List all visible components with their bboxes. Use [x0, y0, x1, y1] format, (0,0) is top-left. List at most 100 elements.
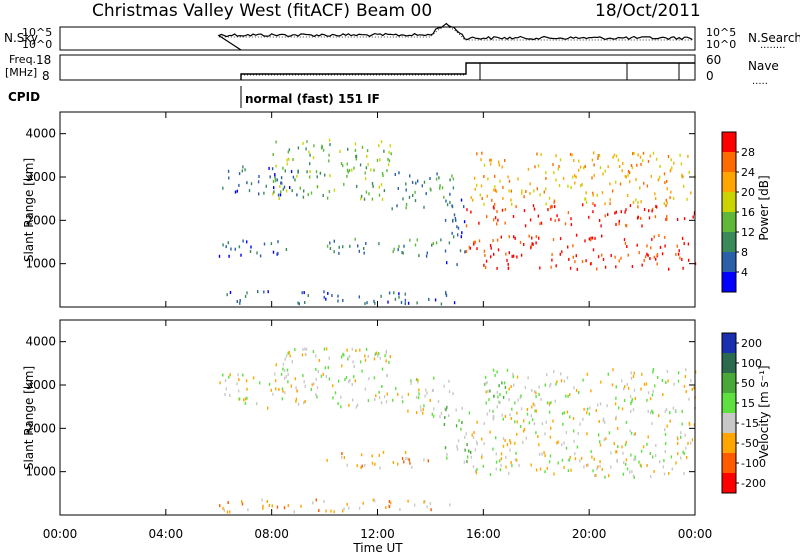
range-cell: [399, 508, 401, 511]
range-cell: [655, 157, 658, 161]
range-cell: [633, 151, 635, 155]
range-cell: [398, 295, 400, 299]
range-cell: [484, 253, 486, 257]
range-cell: [295, 397, 298, 401]
range-cell: [653, 255, 655, 259]
range-cell: [685, 390, 687, 394]
range-cell: [634, 457, 637, 461]
range-cell: [567, 469, 570, 473]
range-cell: [353, 365, 355, 368]
range-cell: [453, 301, 456, 305]
range-cell: [263, 242, 266, 246]
range-cell: [509, 441, 512, 445]
range-cell: [505, 252, 507, 256]
range-cell: [599, 166, 602, 170]
range-cell: [275, 164, 277, 168]
range-cell: [342, 352, 344, 356]
range-cell: [647, 159, 650, 163]
range-cell: [241, 500, 243, 504]
range-cell: [388, 150, 390, 154]
range-cell: [246, 240, 248, 244]
range-cell: [561, 458, 564, 462]
range-cell: [659, 245, 662, 249]
range-cell: [444, 416, 446, 419]
range-cell: [366, 301, 368, 305]
range-cell: [519, 396, 521, 400]
range-cell: [463, 220, 466, 224]
range-cell: [387, 157, 389, 161]
range-cell: [310, 191, 313, 195]
range-cell: [405, 206, 407, 210]
range-cell: [654, 215, 657, 219]
range-cell: [273, 186, 275, 190]
range-cell: [277, 252, 279, 255]
range-cell: [287, 351, 289, 355]
range-cell: [273, 190, 275, 194]
range-cell: [521, 189, 523, 193]
range-cell: [546, 373, 548, 377]
range-cell: [538, 443, 540, 447]
range-cell: [489, 244, 492, 247]
range-cell: [276, 505, 279, 509]
range-cell: [267, 290, 269, 294]
range-cell: [301, 291, 303, 295]
range-cell: [285, 354, 288, 358]
range-cell: [670, 190, 672, 194]
range-cell: [687, 441, 689, 445]
range-cell: [347, 357, 349, 361]
range-cell: [484, 266, 487, 269]
range-cell: [604, 475, 606, 479]
range-cell: [508, 251, 510, 255]
range-cell: [435, 177, 438, 181]
range-cell: [580, 456, 583, 460]
range-cell: [533, 403, 536, 407]
sky-ytick-right-bottom: 10^0: [706, 38, 736, 51]
range-cell: [530, 414, 532, 418]
ytick-label: 2000: [25, 213, 56, 227]
range-cell: [306, 170, 308, 174]
range-cell: [248, 189, 251, 193]
ytick-label: 3000: [25, 170, 56, 184]
range-cell: [533, 189, 535, 193]
range-cell: [474, 187, 476, 191]
range-cell: [373, 299, 375, 303]
range-cell: [372, 498, 375, 502]
range-cell: [642, 159, 644, 163]
range-cell: [515, 451, 517, 455]
range-cell: [643, 259, 645, 262]
range-cell: [675, 461, 677, 465]
range-cell: [527, 376, 529, 380]
range-cell: [418, 254, 420, 258]
range-cell: [445, 293, 448, 297]
range-cell: [394, 173, 396, 176]
range-cell: [466, 443, 468, 447]
range-cell: [225, 245, 227, 249]
colorbar-segment: [722, 373, 736, 393]
range-cell: [375, 352, 377, 356]
range-cell: [624, 241, 627, 245]
colorbar-tick-label: 200: [741, 337, 762, 350]
range-cell: [333, 188, 336, 192]
range-cell: [257, 290, 259, 294]
range-cell: [567, 394, 569, 398]
range-cell: [581, 260, 584, 264]
range-cell: [439, 186, 441, 190]
range-cell: [470, 455, 473, 459]
range-cell: [226, 510, 229, 514]
range-cell: [674, 409, 677, 412]
range-cell: [621, 169, 623, 173]
range-cell: [683, 452, 685, 456]
range-cell: [382, 174, 384, 177]
range-cell: [272, 250, 275, 254]
range-cell: [510, 189, 512, 193]
range-cell: [648, 216, 651, 220]
range-cell: [480, 158, 482, 162]
range-cell: [501, 208, 504, 212]
range-cell: [228, 176, 230, 180]
nave-ytick-bottom: 0: [706, 69, 714, 83]
range-cell: [593, 457, 595, 461]
range-cell: [470, 210, 472, 214]
range-cell: [367, 354, 369, 358]
range-cell: [631, 398, 633, 402]
range-cell: [486, 412, 489, 416]
